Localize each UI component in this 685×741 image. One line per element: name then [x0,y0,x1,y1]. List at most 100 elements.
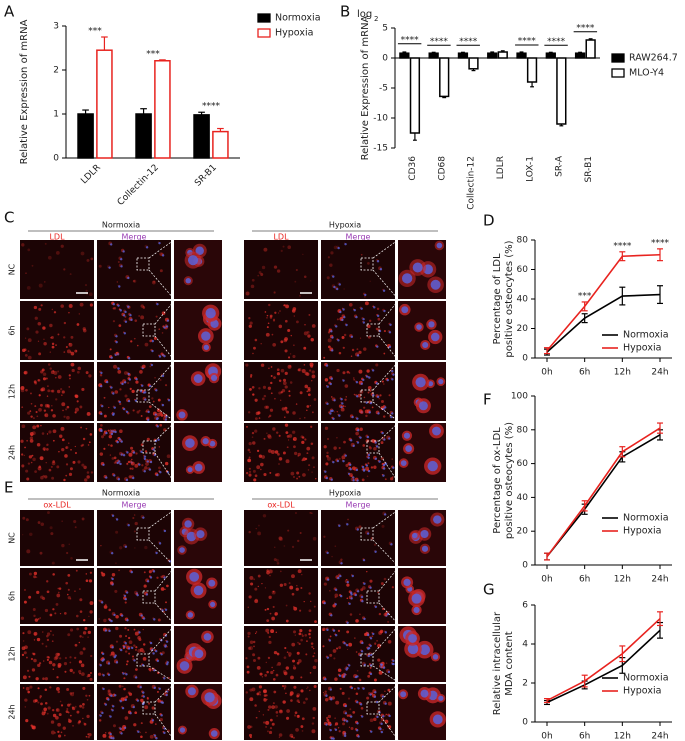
cell-signal [42,474,45,478]
y-tick-label: 0 [522,354,528,364]
cell-signal [44,608,49,613]
nucleus [343,315,346,319]
cell-signal [110,581,114,585]
cell-signal [87,735,90,739]
cell-signal [21,406,24,409]
cell-signal [23,348,27,352]
cell-signal [105,603,107,606]
cell-signal [123,677,126,680]
cell-signal [151,280,156,285]
cell-signal [54,655,59,660]
nucleus [369,637,373,640]
cell-signal [369,718,374,723]
y-tick-label: 20 [517,324,529,334]
zoom-guide [378,422,399,442]
cell-signal [254,632,257,635]
cell-signal [98,719,102,722]
nucleus [130,646,134,650]
cell-signal [138,409,141,412]
cell-signal [76,323,80,326]
nucleus [127,524,130,527]
cell-signal [85,579,89,583]
cell-signal [117,260,120,264]
zoom-guide [148,665,175,683]
cell-signal [257,531,262,536]
cell-signal [33,631,38,636]
cell-signal [57,722,61,727]
cell-signal [78,669,82,674]
cell-signal [165,601,167,604]
cell-signal [124,315,127,318]
cell-signal [26,285,31,290]
zoom-guide [378,452,399,483]
cell-signal [282,381,287,386]
cell-signal [299,391,303,395]
nucleus [344,704,348,708]
nucleus [363,663,367,667]
cell-signal [26,549,31,554]
cell-signal [309,405,312,407]
cell-signal [28,675,31,678]
x-tick-label: 6h [579,575,590,585]
nucleus [149,460,153,464]
cell-signal [87,733,90,736]
cell-signal [57,730,60,733]
cell-signal [49,613,53,617]
cell-signal [369,319,372,322]
cell-signal [108,435,113,439]
cell-signal [297,454,300,457]
cell-signal [78,588,81,591]
cell-signal [380,582,384,586]
nucleus [382,474,385,477]
cell-signal [61,438,65,442]
cell-signal [264,587,267,589]
nucleus [379,663,383,666]
cell-signal [301,368,306,373]
cell-signal [306,405,310,408]
cell-signal [348,726,351,728]
cell-signal [153,336,157,340]
cell-signal [111,457,115,460]
cell-signal [266,432,268,434]
cell-signal [313,647,315,650]
zoom-guide [154,602,175,625]
nucleus [362,687,365,690]
cell-signal [311,380,313,382]
cell-signal [135,668,138,671]
cell-signal [326,456,331,461]
cell-signal [287,439,290,441]
cell-signal [267,656,271,660]
cell-signal [142,628,144,631]
cell-signal [301,634,304,638]
nucleus [374,691,377,694]
cell-signal [20,388,25,393]
cell-signal [353,378,356,381]
cell-signal [34,470,37,474]
cell-signal [86,698,89,701]
cell-signal [105,732,107,734]
cell-signal [284,349,288,353]
cell-signal [74,394,79,399]
nucleus [163,326,166,329]
nucleus [142,695,146,698]
nucleus [142,516,145,519]
cell-signal [39,456,44,461]
nucleus [382,289,386,292]
cell-signal [21,243,25,247]
cell-signal [290,699,293,702]
zoom-guide [148,539,175,567]
cell-signal [272,319,276,322]
cell-signal [32,457,36,462]
cell-signal [30,402,33,405]
cell-signal [313,605,316,608]
cell-signal [364,632,368,637]
cell-signal [267,632,270,634]
zoom-box [142,701,156,715]
nucleus [163,529,167,533]
cell-signal [335,700,340,705]
zoom-guide [148,361,175,391]
cell-signal [336,318,339,321]
cell-signal [42,596,46,600]
cell-signal [143,584,147,588]
cell-signal [246,670,250,674]
